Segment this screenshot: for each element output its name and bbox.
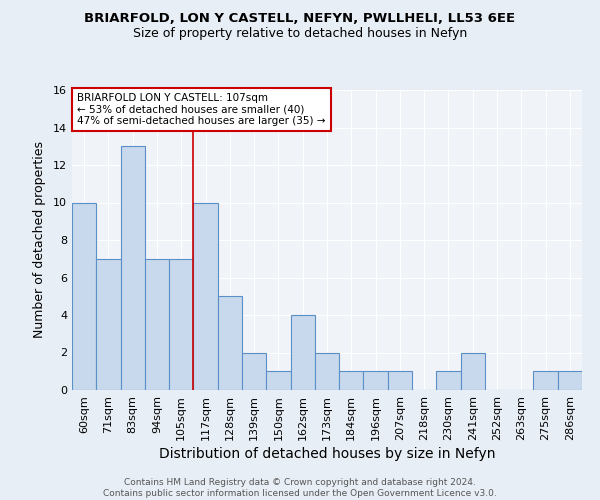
Bar	[266, 371, 290, 390]
Bar	[145, 259, 169, 390]
Bar	[193, 202, 218, 390]
Bar	[96, 259, 121, 390]
X-axis label: Distribution of detached houses by size in Nefyn: Distribution of detached houses by size …	[159, 447, 495, 461]
Bar	[364, 371, 388, 390]
Bar	[533, 371, 558, 390]
Y-axis label: Number of detached properties: Number of detached properties	[33, 142, 46, 338]
Bar	[315, 352, 339, 390]
Bar	[169, 259, 193, 390]
Bar	[72, 202, 96, 390]
Bar	[121, 146, 145, 390]
Text: Size of property relative to detached houses in Nefyn: Size of property relative to detached ho…	[133, 28, 467, 40]
Bar	[388, 371, 412, 390]
Bar	[339, 371, 364, 390]
Bar	[218, 296, 242, 390]
Bar	[242, 352, 266, 390]
Bar	[290, 315, 315, 390]
Text: BRIARFOLD, LON Y CASTELL, NEFYN, PWLLHELI, LL53 6EE: BRIARFOLD, LON Y CASTELL, NEFYN, PWLLHEL…	[85, 12, 515, 26]
Text: BRIARFOLD LON Y CASTELL: 107sqm
← 53% of detached houses are smaller (40)
47% of: BRIARFOLD LON Y CASTELL: 107sqm ← 53% of…	[77, 93, 326, 126]
Bar	[436, 371, 461, 390]
Bar	[461, 352, 485, 390]
Bar	[558, 371, 582, 390]
Text: Contains HM Land Registry data © Crown copyright and database right 2024.
Contai: Contains HM Land Registry data © Crown c…	[103, 478, 497, 498]
